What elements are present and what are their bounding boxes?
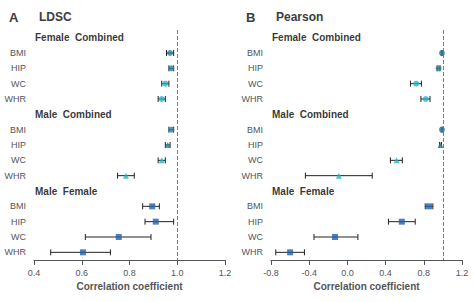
svg-text:-0.4: -0.4 bbox=[301, 268, 317, 278]
svg-text:0.4: 0.4 bbox=[28, 268, 41, 278]
svg-text:A: A bbox=[9, 10, 19, 25]
svg-text:1.2: 1.2 bbox=[219, 268, 232, 278]
svg-text:Male Female: Male Female bbox=[272, 186, 335, 197]
svg-text:WHR: WHR bbox=[242, 247, 264, 257]
svg-text:1.2: 1.2 bbox=[456, 268, 469, 278]
svg-text:WHR: WHR bbox=[5, 171, 27, 181]
svg-text:BMI: BMI bbox=[247, 125, 263, 135]
svg-text:LDSC: LDSC bbox=[39, 10, 72, 24]
svg-text:WC: WC bbox=[248, 155, 263, 165]
svg-text:WHR: WHR bbox=[5, 247, 27, 257]
svg-text:BMI: BMI bbox=[10, 201, 26, 211]
svg-text:0.8: 0.8 bbox=[418, 268, 431, 278]
svg-text:0.8: 0.8 bbox=[123, 268, 136, 278]
svg-text:BMI: BMI bbox=[10, 48, 26, 58]
svg-text:HIP: HIP bbox=[248, 63, 263, 73]
svg-text:Correlation coefficient: Correlation coefficient bbox=[313, 281, 420, 292]
svg-text:BMI: BMI bbox=[10, 125, 26, 135]
svg-text:WHR: WHR bbox=[242, 171, 264, 181]
svg-text:HIP: HIP bbox=[11, 63, 26, 73]
svg-text:WHR: WHR bbox=[5, 94, 27, 104]
svg-text:HIP: HIP bbox=[248, 217, 263, 227]
svg-text:1.0: 1.0 bbox=[171, 268, 184, 278]
svg-text:BMI: BMI bbox=[247, 48, 263, 58]
svg-text:WC: WC bbox=[248, 79, 263, 89]
svg-text:WC: WC bbox=[11, 232, 26, 242]
svg-text:HIP: HIP bbox=[248, 140, 263, 150]
svg-text:-0.8: -0.8 bbox=[263, 268, 279, 278]
svg-text:B: B bbox=[246, 10, 255, 25]
svg-text:WC: WC bbox=[11, 155, 26, 165]
svg-text:WHR: WHR bbox=[242, 94, 264, 104]
svg-text:Correlation coefficient: Correlation coefficient bbox=[76, 281, 183, 292]
svg-text:Pearson: Pearson bbox=[276, 10, 323, 24]
svg-text:Male Female: Male Female bbox=[35, 186, 98, 197]
svg-text:HIP: HIP bbox=[11, 140, 26, 150]
svg-text:WC: WC bbox=[11, 79, 26, 89]
svg-text:HIP: HIP bbox=[11, 217, 26, 227]
svg-text:Male Combined: Male Combined bbox=[35, 109, 112, 120]
svg-text:0.0: 0.0 bbox=[341, 268, 354, 278]
svg-text:BMI: BMI bbox=[247, 201, 263, 211]
svg-text:Male Combined: Male Combined bbox=[272, 109, 349, 120]
svg-text:Female Combined: Female Combined bbox=[35, 32, 124, 43]
svg-text:0.4: 0.4 bbox=[379, 268, 392, 278]
svg-text:WC: WC bbox=[248, 232, 263, 242]
svg-text:0.6: 0.6 bbox=[75, 268, 88, 278]
svg-text:Female Combined: Female Combined bbox=[272, 32, 361, 43]
